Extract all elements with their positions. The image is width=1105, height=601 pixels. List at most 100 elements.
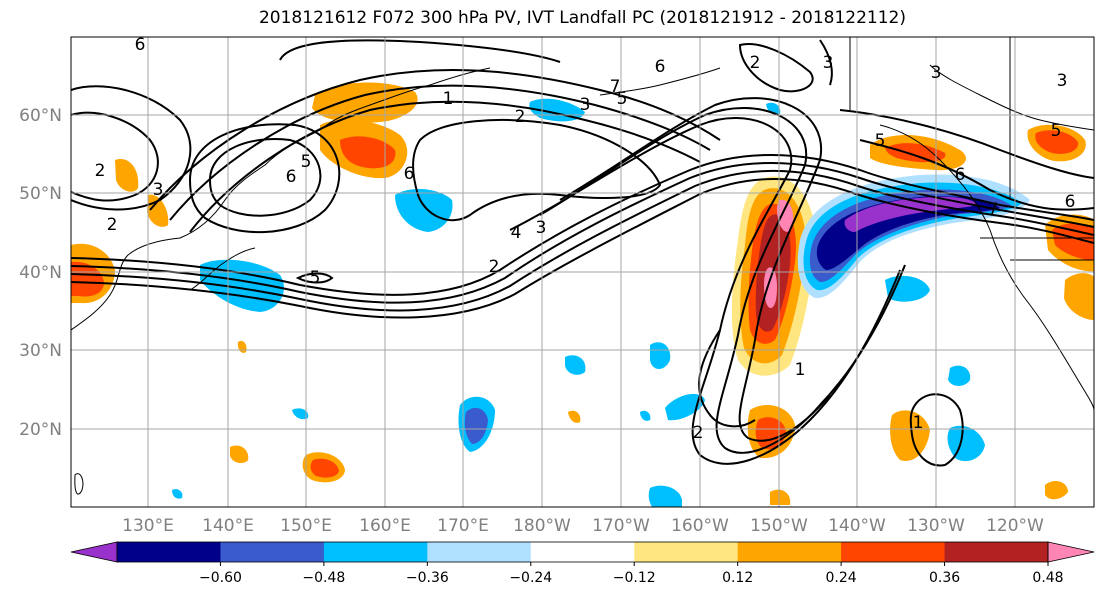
contour-label: 3 bbox=[536, 218, 547, 238]
negative-anomaly-region bbox=[948, 365, 971, 386]
colorbar-ticks: −0.60 −0.48 −0.36 −0.24 −0.12 0.12 0.24 0.36 0.4… bbox=[199, 562, 1064, 586]
coastline-layer bbox=[71, 37, 1094, 495]
colorbar-extend-max bbox=[1047, 541, 1095, 563]
contour-labels: 6 1 2 3 5 2 6 2 3 5 6 4 3 2 5 7 6 3 2 3 … bbox=[95, 35, 1076, 443]
positive-anomaly-region bbox=[776, 199, 794, 232]
contour-line bbox=[188, 123, 341, 234]
lat-label: 40°N bbox=[19, 263, 62, 283]
contour-label: 6 bbox=[286, 167, 297, 187]
colorbar-swatch bbox=[737, 542, 842, 562]
contour-line bbox=[279, 39, 561, 63]
positive-anomaly-region bbox=[1045, 481, 1068, 500]
positive-anomaly-region bbox=[230, 445, 249, 464]
positive-anomaly-region bbox=[885, 143, 946, 163]
lon-label: 150°E bbox=[280, 516, 332, 536]
colorbar-border bbox=[116, 541, 1049, 563]
negative-anomaly-region bbox=[640, 410, 651, 421]
contour-label: 5 bbox=[617, 89, 628, 109]
positive-anomaly-region bbox=[1064, 273, 1094, 321]
negative-anomaly-region bbox=[650, 342, 671, 369]
coastline bbox=[879, 124, 1094, 411]
lon-label: 170°W bbox=[592, 516, 650, 536]
contour-label: 5 bbox=[310, 268, 321, 288]
contour-label: 1 bbox=[913, 413, 924, 433]
contour-line bbox=[71, 162, 1094, 304]
colorbar-tick-label: 0.24 bbox=[826, 570, 857, 586]
contour-label: 2 bbox=[107, 215, 118, 235]
colorbar-swatch bbox=[944, 542, 1049, 562]
longitude-labels: 130°E 140°E 150°E 160°E 170°E 180°W 170°… bbox=[122, 516, 1044, 536]
colorbar-tick-label: −0.48 bbox=[302, 570, 345, 586]
contour-line bbox=[149, 68, 721, 211]
contour-line bbox=[698, 329, 756, 428]
positive-anomaly-region bbox=[115, 159, 139, 192]
colorbar-swatch bbox=[220, 542, 325, 562]
negative-anomaly-region bbox=[766, 102, 781, 115]
colorbar-swatch bbox=[427, 542, 532, 562]
coastline bbox=[189, 247, 256, 291]
contour-label: 3 bbox=[580, 95, 591, 115]
contour-line bbox=[208, 138, 322, 217]
contour-label: 6 bbox=[135, 35, 146, 55]
negative-anomaly-region bbox=[292, 408, 309, 420]
latitude-labels: 60°N 50°N 40°N 30°N 20°N bbox=[19, 106, 62, 440]
lon-label: 160°W bbox=[671, 516, 729, 536]
positive-anomaly-region bbox=[310, 458, 339, 478]
figure-title: 2018121612 F072 300 hPa PV, IVT Landfall… bbox=[258, 8, 906, 28]
contour-line bbox=[839, 109, 1094, 179]
positive-anomaly-region bbox=[890, 410, 930, 461]
contour-label: 2 bbox=[693, 423, 704, 443]
negative-anomaly-region bbox=[395, 188, 453, 232]
contour-line bbox=[169, 84, 711, 221]
lon-label: 140°E bbox=[202, 516, 254, 536]
positive-anomaly-region bbox=[312, 82, 418, 123]
colorbar-tick-label: 0.12 bbox=[722, 570, 753, 586]
lon-label: 180°W bbox=[513, 516, 571, 536]
contour-line bbox=[859, 139, 1094, 211]
contour-label: 1 bbox=[795, 360, 806, 380]
contour-label: 6 bbox=[655, 57, 666, 77]
contour-label: 5 bbox=[875, 131, 886, 151]
coastline bbox=[599, 67, 721, 96]
negative-anomaly-region bbox=[648, 485, 682, 507]
contour-line bbox=[189, 100, 701, 233]
contour-label: 5 bbox=[1051, 121, 1062, 141]
contour-line bbox=[71, 170, 1094, 312]
lat-label: 60°N bbox=[19, 106, 62, 126]
colorbar-tick-label: −0.12 bbox=[613, 570, 656, 586]
contour-line bbox=[909, 393, 964, 467]
contour-label: 7 bbox=[988, 200, 999, 220]
contour-label: 6 bbox=[404, 164, 415, 184]
colorbar bbox=[70, 541, 1095, 563]
negative-anomaly-region bbox=[172, 489, 183, 499]
contour-label: 6 bbox=[955, 165, 966, 185]
positive-anomaly-region bbox=[764, 267, 778, 309]
contour-label: 5 bbox=[301, 152, 312, 172]
colorbar-swatch bbox=[841, 542, 946, 562]
contour-line bbox=[71, 85, 192, 211]
contour-label: 3 bbox=[931, 63, 942, 83]
lon-label: 130°W bbox=[907, 516, 965, 536]
positive-anomaly-region bbox=[340, 136, 396, 169]
contour-line bbox=[738, 43, 814, 93]
colorbar-extend-min bbox=[70, 541, 118, 563]
negative-anomaly-region bbox=[844, 196, 978, 232]
lat-label: 20°N bbox=[19, 420, 62, 440]
colorbar-swatch bbox=[634, 542, 739, 562]
lat-label: 30°N bbox=[19, 341, 62, 361]
lon-label: 130°E bbox=[122, 516, 174, 536]
contour-line bbox=[71, 111, 159, 202]
lon-label: 160°E bbox=[359, 516, 411, 536]
contour-line bbox=[295, 272, 334, 284]
positive-anomaly-region bbox=[1035, 130, 1079, 154]
lat-label: 50°N bbox=[19, 184, 62, 204]
colorbar-tick-label: −0.36 bbox=[406, 570, 449, 586]
positive-anomaly-region bbox=[568, 410, 581, 423]
colorbar-swatch bbox=[323, 542, 428, 562]
contour-label: 2 bbox=[750, 53, 761, 73]
lon-label: 120°W bbox=[986, 516, 1044, 536]
contour-line bbox=[819, 39, 833, 86]
colorbar-swatch bbox=[530, 542, 635, 562]
contour-label: 1 bbox=[443, 89, 454, 109]
